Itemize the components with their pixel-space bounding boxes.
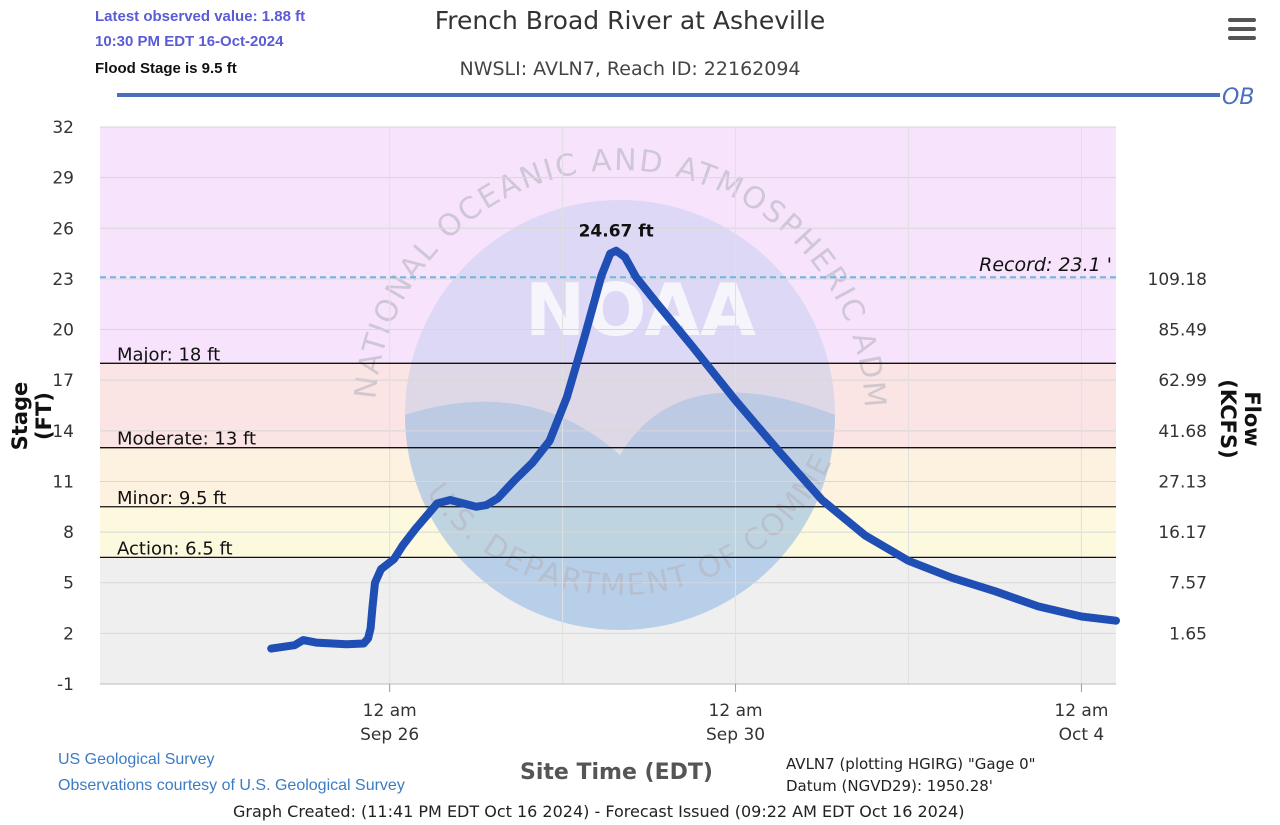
- y2-tick-label: 7.57: [1169, 574, 1207, 594]
- stage-band-2: [100, 447, 1116, 507]
- datum-line-1: AVLN7 (plotting HGIRG) "Gage 0": [786, 755, 1036, 773]
- y2-tick-label: 41.68: [1158, 422, 1207, 442]
- y2-tick-label: 1.65: [1169, 624, 1207, 644]
- stage-series-line-0: [267, 246, 1120, 653]
- y2-tick-label: 27.13: [1158, 472, 1207, 492]
- x-tick-label-time: 12 am: [709, 701, 763, 721]
- y2-axis-title: Flow (KCFS): [1216, 379, 1264, 459]
- latest-observed-time: 10:30 PM EDT 16-Oct-2024: [95, 33, 284, 50]
- watermark-circle: [405, 200, 835, 630]
- chart-title: French Broad River at Asheville: [434, 6, 826, 35]
- threshold-label-minor: Minor: 9.5 ft: [117, 488, 226, 509]
- y-tick-label: 11: [52, 472, 74, 492]
- y-tick-label: 23: [52, 270, 74, 290]
- y2-tick-label: 16.17: [1158, 523, 1207, 543]
- y-tick-label: 20: [52, 321, 74, 341]
- x-axis-title: Site Time (EDT): [520, 760, 713, 785]
- y-tick-label: 26: [52, 219, 74, 239]
- stage-band-1: [100, 363, 1116, 448]
- stage-band-0: [100, 127, 1116, 364]
- threshold-label-major: Major: 18 ft: [117, 344, 220, 365]
- y-tick-label: 14: [52, 422, 74, 442]
- y2-tick-label: 62.99: [1158, 371, 1207, 391]
- obs-legend-label: OB: [1222, 85, 1254, 110]
- y2-tick-label: 109.18: [1148, 270, 1207, 290]
- y-tick-label: 2: [63, 624, 74, 644]
- latest-observed-value: Latest observed value: 1.88 ft: [95, 8, 306, 25]
- x-tick-label-date: Oct 4: [1059, 725, 1105, 745]
- threshold-label-action: Action: 6.5 ft: [117, 538, 233, 559]
- x-tick-label-time: 12 am: [1054, 701, 1108, 721]
- y-tick-label: -1: [57, 675, 74, 695]
- x-tick-label-date: Sep 26: [360, 725, 419, 745]
- y-tick-label: 29: [52, 169, 74, 189]
- y-axis-title: Stage (FT): [8, 381, 56, 451]
- datum-line-2: Datum (NGVD29): 1950.28': [786, 777, 993, 795]
- watermark-gull: [405, 392, 835, 630]
- x-tick-label-date: Sep 30: [706, 725, 765, 745]
- usgs-courtesy-link[interactable]: Observations courtesy of U.S. Geological…: [58, 777, 405, 794]
- chart-subtitle: NWSLI: AVLN7, Reach ID: 22162094: [459, 58, 801, 80]
- y-tick-label: 17: [52, 371, 74, 391]
- y-tick-label: 32: [52, 118, 74, 138]
- y2-tick-label: 85.49: [1158, 321, 1207, 341]
- graph-created-note: Graph Created: (11:41 PM EDT Oct 16 2024…: [233, 802, 965, 821]
- peak-label: 24.67 ft: [579, 222, 654, 242]
- threshold-label-moderate: Moderate: 13 ft: [117, 429, 256, 450]
- usgs-link[interactable]: US Geological Survey: [58, 751, 215, 768]
- flood-stage-note: Flood Stage is 9.5 ft: [95, 60, 237, 77]
- x-tick-label-time: 12 am: [363, 701, 417, 721]
- y-tick-label: 8: [63, 523, 74, 543]
- record-label: Record: 23.1 ': [979, 254, 1112, 276]
- y-tick-label: 5: [63, 574, 74, 594]
- hamburger-menu-icon[interactable]: [1228, 18, 1256, 42]
